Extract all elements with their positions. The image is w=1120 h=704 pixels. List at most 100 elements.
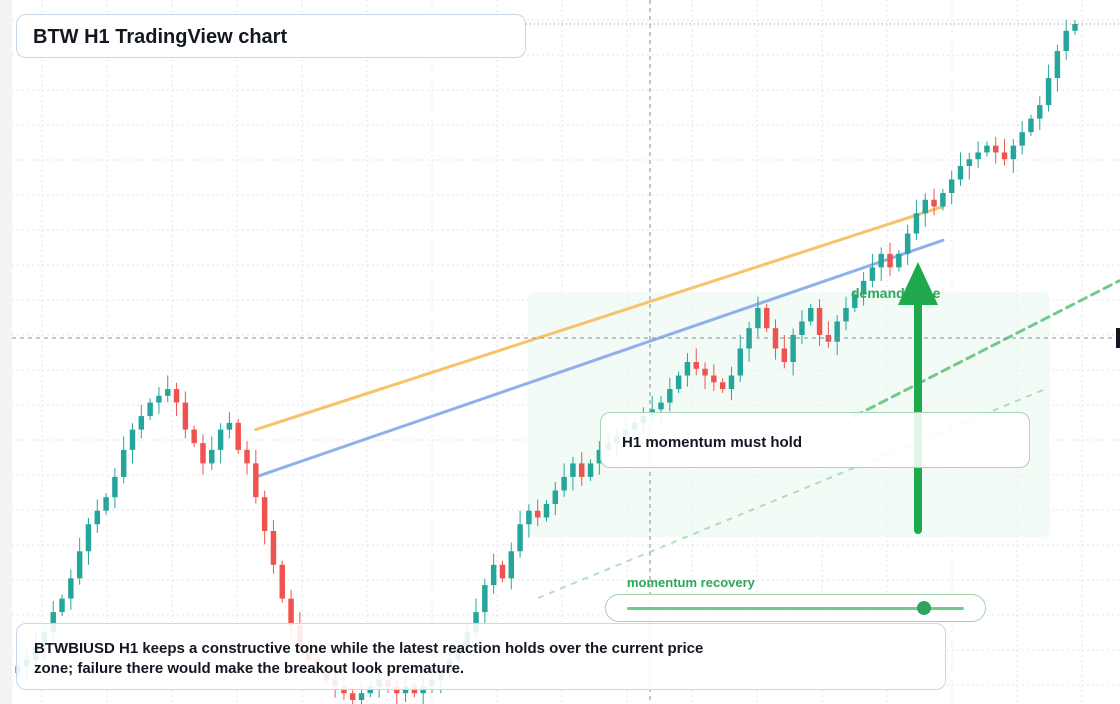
candle[interactable] (570, 456, 576, 491)
candle[interactable] (966, 152, 973, 180)
candle[interactable] (191, 425, 197, 448)
candle[interactable] (992, 136, 999, 164)
candle[interactable] (552, 481, 559, 516)
candle[interactable] (1063, 19, 1069, 60)
candle[interactable] (499, 560, 506, 583)
callout-text: H1 momentum must hold (622, 434, 803, 451)
candle[interactable] (975, 141, 981, 168)
candle[interactable] (76, 537, 83, 585)
candle[interactable] (1001, 138, 1008, 166)
candle[interactable] (860, 272, 867, 306)
candle[interactable] (270, 519, 277, 574)
candle[interactable] (543, 499, 550, 522)
candle[interactable] (261, 490, 268, 545)
candle[interactable] (217, 423, 224, 464)
candle[interactable] (931, 188, 937, 216)
candle[interactable] (147, 398, 153, 421)
chart-title: BTW H1 TradingView chart (33, 26, 288, 48)
candle[interactable] (138, 404, 145, 439)
candle[interactable] (940, 188, 946, 211)
candle[interactable] (156, 387, 162, 414)
candle[interactable] (209, 436, 215, 470)
candle[interactable] (834, 315, 840, 356)
candle[interactable] (1045, 64, 1052, 112)
candle[interactable] (200, 434, 206, 475)
candle[interactable] (799, 310, 805, 344)
candle[interactable] (763, 303, 770, 333)
candle[interactable] (878, 247, 884, 281)
candle[interactable] (526, 504, 532, 538)
candle[interactable] (596, 441, 603, 475)
candle[interactable] (349, 686, 356, 704)
candle[interactable] (693, 348, 699, 376)
candle[interactable] (490, 553, 497, 594)
candle[interactable] (790, 328, 796, 376)
slider-track[interactable] (627, 607, 964, 610)
candle[interactable] (684, 353, 691, 387)
candle[interactable] (279, 560, 285, 603)
demand-zone-label: demand zone (851, 285, 941, 301)
candle[interactable] (755, 296, 761, 337)
candle[interactable] (534, 499, 541, 527)
candle[interactable] (120, 436, 127, 484)
candle[interactable] (984, 141, 990, 157)
candle[interactable] (94, 499, 101, 534)
candle[interactable] (1019, 121, 1025, 155)
candle[interactable] (1054, 44, 1061, 92)
momentum-callout: H1 momentum must hold (600, 412, 1030, 468)
candle[interactable] (85, 517, 92, 565)
momentum-slider[interactable] (605, 594, 986, 622)
ma-orange-line (254, 205, 945, 432)
candle[interactable] (182, 391, 189, 439)
candle[interactable] (711, 364, 717, 392)
candle[interactable] (579, 452, 585, 486)
candle[interactable] (896, 249, 902, 272)
candle[interactable] (667, 377, 673, 412)
candle[interactable] (68, 569, 74, 610)
candle[interactable] (226, 411, 233, 439)
candle[interactable] (737, 334, 744, 382)
candle[interactable] (165, 375, 171, 403)
candle[interactable] (843, 296, 849, 331)
candle[interactable] (112, 468, 118, 509)
candle[interactable] (561, 463, 567, 497)
candle[interactable] (869, 253, 876, 288)
note-text: BTWBIUSD H1 keeps a constructive tone wh… (34, 640, 704, 677)
candle[interactable] (808, 303, 814, 326)
right-axis-marker (1116, 328, 1120, 348)
candle[interactable] (913, 199, 920, 240)
candle[interactable] (816, 299, 823, 347)
candle[interactable] (675, 371, 682, 394)
candle[interactable] (852, 290, 858, 312)
candle[interactable] (235, 418, 241, 454)
candle[interactable] (129, 423, 136, 464)
candle[interactable] (253, 449, 259, 504)
candle[interactable] (922, 193, 928, 227)
candle[interactable] (1028, 114, 1034, 137)
candle[interactable] (719, 378, 726, 394)
candle[interactable] (587, 459, 594, 481)
candle[interactable] (173, 382, 180, 417)
candle[interactable] (904, 224, 911, 265)
trend-line-dashed (853, 279, 1120, 418)
candle[interactable] (1037, 96, 1043, 130)
candle[interactable] (1072, 19, 1078, 35)
candle[interactable] (244, 441, 250, 475)
candle[interactable] (781, 334, 788, 369)
candle[interactable] (103, 493, 109, 515)
candle[interactable] (508, 542, 514, 590)
candle[interactable] (1010, 139, 1017, 173)
candle[interactable] (59, 594, 65, 617)
left-axis-strip (0, 0, 12, 704)
slider-label: momentum recovery (627, 575, 755, 590)
candle[interactable] (482, 578, 488, 626)
candle[interactable] (728, 366, 735, 401)
candle[interactable] (702, 362, 708, 390)
candle[interactable] (887, 242, 893, 277)
ma-blue-line (254, 238, 945, 479)
candle[interactable] (957, 152, 964, 186)
candle[interactable] (517, 510, 523, 558)
candle[interactable] (948, 170, 955, 205)
slider-thumb[interactable] (916, 601, 931, 615)
